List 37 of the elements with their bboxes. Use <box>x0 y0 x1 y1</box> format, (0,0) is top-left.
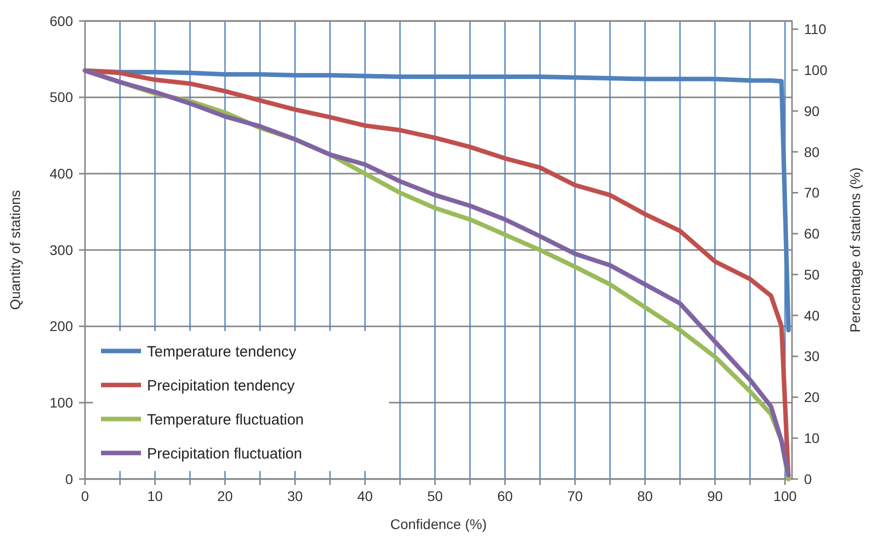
y2-tick-label: 0 <box>804 470 812 487</box>
y-tick-label: 0 <box>65 470 74 487</box>
y2-tick-label: 80 <box>804 144 820 160</box>
x-tick-label: 10 <box>147 488 163 504</box>
y-tick-label: 300 <box>50 242 74 258</box>
y2-tick-label: 60 <box>804 226 820 242</box>
legend-label: Precipitation fluctuation <box>147 445 302 462</box>
x-tick-label: 90 <box>707 488 723 504</box>
legend-label: Precipitation tendency <box>147 377 296 394</box>
y2-tick-label: 100 <box>804 62 828 78</box>
x-tick-label: 0 <box>81 488 90 504</box>
x-tick-label: 70 <box>567 488 583 504</box>
y-tick-label: 200 <box>50 318 74 334</box>
x-tick-label: 20 <box>217 488 233 504</box>
y-tick-label: 600 <box>50 12 74 29</box>
x-tick-label: 30 <box>287 488 303 504</box>
x-tick-label: 80 <box>637 488 653 504</box>
y2-axis-title: Percentage of stations (%) <box>847 168 863 332</box>
x-tick-label: 100 <box>773 488 797 504</box>
y2-tick-label: 70 <box>804 184 820 201</box>
x-tick-label: 50 <box>427 488 443 504</box>
y-axis-title: Quantity of stations <box>7 190 23 310</box>
y-tick-label: 500 <box>50 89 74 106</box>
y2-tick-label: 110 <box>804 21 827 38</box>
legend-label: Temperature tendency <box>147 343 297 360</box>
x-tick-label: 40 <box>357 488 373 504</box>
y2-tick-label: 10 <box>804 430 820 446</box>
y-tick-label: 100 <box>50 394 74 411</box>
y2-tick-label: 90 <box>804 102 820 119</box>
x-axis-title: Confidence (%) <box>390 516 487 532</box>
y2-tick-label: 30 <box>804 348 820 364</box>
legend-label: Temperature fluctuation <box>147 411 304 428</box>
y2-tick-label: 50 <box>804 266 820 282</box>
y-tick-label: 400 <box>50 166 74 182</box>
y2-tick-label: 40 <box>804 307 820 324</box>
y2-tick-label: 20 <box>804 389 820 406</box>
x-tick-label: 60 <box>497 488 513 504</box>
